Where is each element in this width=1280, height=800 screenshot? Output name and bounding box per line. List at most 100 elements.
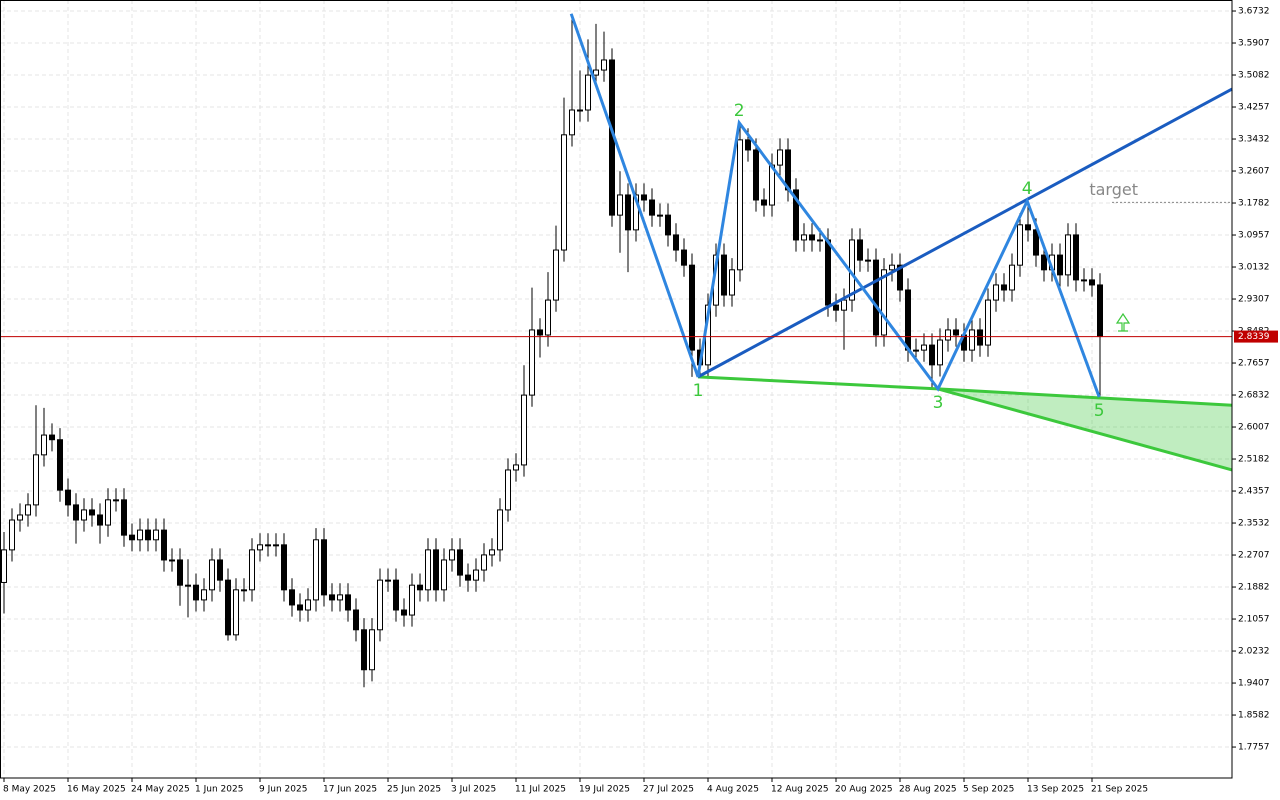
candle-body: [89, 509, 95, 516]
up-arrow-icon: [1115, 312, 1131, 332]
x-tick-label: 17 Jun 2025: [323, 785, 377, 795]
candle-body: [233, 589, 239, 636]
candle-body: [417, 584, 423, 591]
candle-body: [873, 259, 879, 336]
candle-body: [17, 514, 23, 521]
candle-body: [585, 74, 591, 111]
candle-body: [561, 134, 567, 251]
y-tick-label: 3.4257: [1238, 103, 1270, 113]
x-tick-label: 25 Jun 2025: [387, 785, 441, 795]
candle-body: [73, 504, 79, 521]
candle-body: [57, 439, 63, 491]
candle-body: [1073, 234, 1079, 281]
candle-body: [145, 529, 151, 541]
candle-body: [721, 254, 727, 296]
candle-body: [9, 519, 15, 551]
x-tick-label: 21 Sep 2025: [1091, 785, 1148, 795]
candle-body: [177, 559, 183, 586]
wave-line: [569, 13, 1101, 398]
candle-body: [105, 499, 111, 526]
candle-body: [729, 269, 735, 296]
candle-body: [737, 139, 743, 271]
candle-body: [945, 329, 951, 341]
y-tick-label: 2.6832: [1238, 391, 1270, 401]
candle-body: [617, 194, 623, 216]
candle-body: [1057, 254, 1063, 276]
x-tick-label: 11 Jul 2025: [515, 785, 566, 795]
x-tick-label: 24 May 2025: [131, 785, 190, 795]
x-tick-label: 13 Sep 2025: [1027, 785, 1084, 795]
candle-body: [169, 559, 175, 562]
candle-body: [641, 194, 647, 201]
candle-body: [913, 349, 919, 352]
wave-label: 3: [933, 393, 944, 413]
candle-body: [193, 584, 199, 601]
candle-body: [449, 549, 455, 561]
candle-body: [473, 569, 479, 581]
candle-body: [865, 259, 871, 262]
candle-body: [673, 234, 679, 251]
candle-body: [313, 539, 319, 601]
candle-body: [297, 604, 303, 611]
candle-body: [937, 339, 943, 366]
candle-body: [625, 194, 631, 231]
y-tick-label: 2.9307: [1238, 295, 1270, 305]
candle-body: [753, 149, 759, 201]
y-tick-label: 3.5082: [1238, 71, 1270, 81]
candle-body: [65, 489, 71, 506]
candle-body: [497, 509, 503, 551]
candle-body: [1097, 284, 1103, 338]
candle-body: [305, 599, 311, 611]
candle-body: [161, 529, 167, 561]
candle-body: [361, 629, 367, 671]
candle-body: [201, 589, 207, 601]
wave-label: 2: [734, 101, 745, 121]
candle-body: [241, 589, 247, 592]
candle-body: [745, 139, 751, 151]
plot-frame: [0, 0, 1233, 779]
x-tick-label: 27 Jul 2025: [643, 785, 694, 795]
candle-body: [345, 594, 351, 611]
candle-body: [41, 434, 47, 456]
target-label: target: [1089, 180, 1138, 199]
candle-body: [513, 464, 519, 471]
candle-body: [649, 199, 655, 216]
candle-body: [433, 549, 439, 591]
candle-body: [985, 299, 991, 346]
x-tick-label: 8 May 2025: [3, 785, 56, 795]
y-tick-label: 3.6732: [1238, 7, 1270, 17]
candle-body: [129, 534, 135, 541]
candle-body: [969, 329, 975, 351]
wave-label: 5: [1094, 401, 1105, 421]
y-tick-label: 2.4357: [1238, 487, 1270, 497]
y-tick-label: 2.0232: [1238, 647, 1270, 657]
candle-body: [113, 499, 119, 502]
y-tick-label: 2.1057: [1238, 615, 1270, 625]
candle-body: [689, 264, 695, 351]
candle-body: [385, 579, 391, 582]
candle-body: [257, 544, 263, 551]
trendline: [697, 87, 1233, 379]
candle-body: [529, 329, 535, 396]
candle-body: [521, 394, 527, 466]
candle-body: [121, 499, 127, 536]
candle-body: [409, 584, 415, 616]
candle-body: [793, 189, 799, 241]
candle-body: [977, 329, 983, 346]
candle-body: [537, 329, 543, 336]
candle-body: [801, 234, 807, 241]
candle-body: [841, 299, 847, 311]
x-tick-label: 16 May 2025: [67, 785, 126, 795]
x-tick-label: 12 Aug 2025: [771, 785, 829, 795]
candle-body: [681, 249, 687, 266]
candle-body: [817, 239, 823, 242]
candle-body: [425, 549, 431, 591]
candle-body: [593, 69, 599, 76]
candle-body: [97, 514, 103, 526]
x-tick-label: 5 Sep 2025: [963, 785, 1014, 795]
candle-body: [249, 549, 255, 591]
wave-label: 4: [1022, 179, 1033, 199]
y-tick-label: 1.7757: [1238, 743, 1270, 753]
